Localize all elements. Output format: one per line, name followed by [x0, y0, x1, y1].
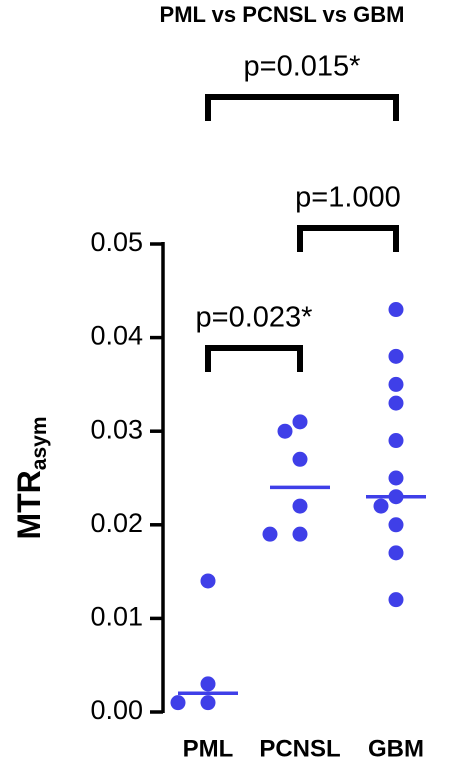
data-point [200, 695, 216, 711]
y-tick-label: 0.03 [90, 414, 143, 444]
y-tick-label: 0.05 [90, 227, 143, 257]
data-point [277, 423, 293, 439]
x-tick-label: PCNSL [259, 735, 340, 762]
data-point [388, 302, 404, 318]
data-point [200, 676, 216, 692]
y-tick-label: 0.04 [90, 321, 143, 351]
data-point [200, 573, 216, 589]
x-tick-label: PML [183, 735, 234, 762]
data-point [292, 526, 308, 542]
significance-bracket [205, 345, 303, 372]
data-point [292, 414, 308, 430]
chart-title: PML vs PCNSL vs GBM [160, 2, 405, 27]
p-value-annotation: p=0.015* [244, 51, 361, 83]
data-point [373, 498, 389, 514]
significance-bracket [205, 94, 399, 121]
data-point [388, 348, 404, 364]
p-value-annotation: p=0.023* [196, 302, 313, 334]
y-label-subscript: asym [28, 416, 51, 470]
data-point [388, 395, 404, 411]
data-point [170, 695, 186, 711]
data-point [388, 470, 404, 486]
data-point [388, 433, 404, 449]
x-tick-label: GBM [368, 735, 424, 762]
y-tick-label: 0.00 [90, 695, 143, 725]
data-point [292, 451, 308, 467]
y-axis-label: MTRasym [11, 416, 50, 539]
data-point [388, 376, 404, 392]
data-point [292, 498, 308, 514]
y-label-main: MTR [11, 470, 47, 539]
data-point [262, 526, 278, 542]
data-point [388, 545, 404, 561]
data-point [388, 592, 404, 608]
data-point [388, 517, 404, 533]
y-tick-label: 0.02 [90, 508, 143, 538]
significance-bracket [297, 225, 399, 252]
p-value-annotation: p=1.000 [295, 182, 401, 214]
y-tick-label: 0.01 [90, 602, 143, 632]
